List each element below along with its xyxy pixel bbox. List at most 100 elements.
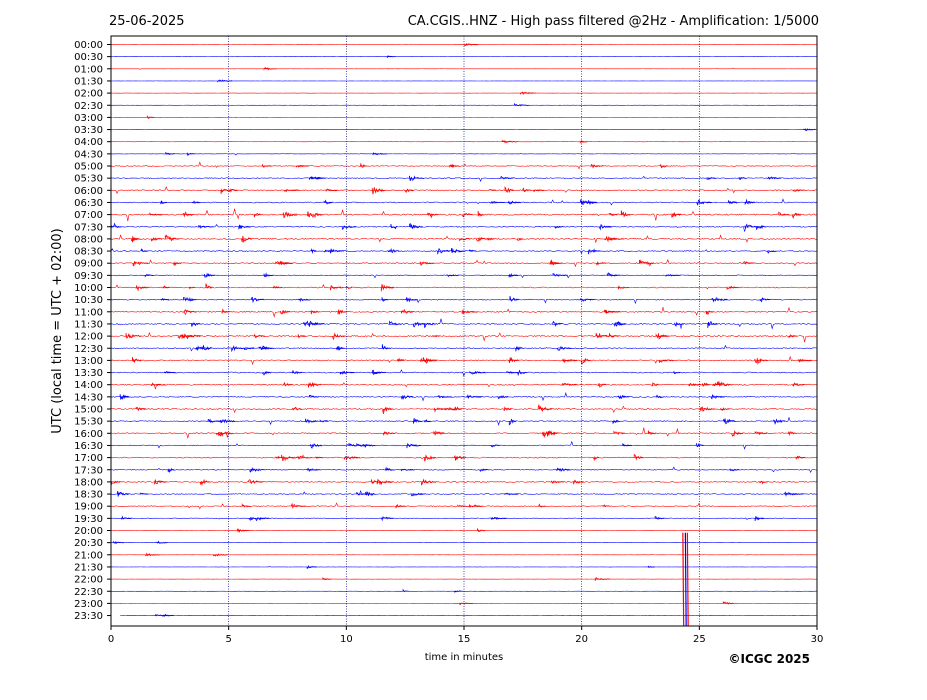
trace-burst	[656, 395, 664, 397]
trace-burst	[307, 469, 320, 471]
trace-burst	[774, 420, 785, 424]
x-tick-label: 30	[811, 634, 824, 645]
y-tick-label: 10:30	[74, 295, 103, 306]
y-tick-label: 04:30	[74, 149, 103, 160]
trace-burst	[189, 287, 195, 288]
trace-burst	[249, 517, 256, 520]
trace-burst	[621, 210, 630, 216]
trace-burst	[464, 44, 478, 46]
y-tick-label: 16:30	[74, 441, 103, 452]
trace-burst	[254, 214, 260, 217]
trace-burst	[311, 311, 319, 314]
x-tick-label: 0	[108, 634, 114, 645]
trace-burst	[381, 284, 394, 291]
trace-burst	[509, 419, 516, 424]
y-tick-label: 12:00	[74, 332, 103, 343]
trace-burst	[407, 444, 421, 448]
trace-burst	[581, 359, 590, 364]
y-tick-label: 05:00	[74, 162, 103, 173]
trace-burst	[157, 541, 168, 543]
trace-burst	[609, 334, 619, 337]
trace-burst	[672, 213, 682, 217]
chart-date: 25-06-2025	[109, 14, 185, 29]
trace-burst	[333, 334, 345, 339]
trace-burst	[598, 383, 606, 387]
trace-burst	[218, 80, 233, 82]
trace-burst	[308, 383, 321, 387]
trace-burst	[256, 518, 269, 521]
y-axis-ticks: 00:0000:3001:0001:3002:0002:3003:0003:30…	[74, 40, 111, 622]
trace-burst	[413, 418, 422, 423]
trace-burst	[478, 211, 484, 216]
trace-burst	[118, 491, 129, 496]
trace-burst	[237, 529, 249, 532]
trace-burst	[306, 419, 319, 423]
trace-burst	[403, 590, 409, 592]
y-tick-label: 03:00	[74, 113, 103, 124]
event-spike	[687, 533, 688, 626]
y-tick-label: 11:30	[74, 319, 103, 330]
trace-burst	[594, 457, 600, 460]
trace-row	[111, 357, 817, 364]
trace-burst	[168, 469, 174, 472]
trace-row	[111, 223, 817, 231]
y-tick-label: 01:30	[74, 76, 103, 87]
trace-burst	[183, 212, 194, 216]
trace-burst	[700, 407, 715, 411]
copyright-label: ©ICGC 2025	[728, 652, 810, 666]
trace-burst	[509, 357, 520, 362]
y-tick-label: 22:00	[74, 575, 103, 586]
trace-burst	[229, 189, 238, 191]
y-tick-label: 07:30	[74, 222, 103, 233]
trace-burst	[789, 493, 804, 495]
trace-burst	[311, 444, 322, 448]
trace-burst	[580, 141, 587, 143]
x-tick-label: 20	[575, 634, 588, 645]
trace-row	[111, 187, 817, 193]
trace-burst	[133, 238, 139, 241]
x-tick-label: 5	[225, 634, 231, 645]
trace-burst	[477, 529, 485, 532]
y-tick-label: 09:30	[74, 271, 103, 282]
trace-burst	[553, 322, 563, 326]
trace-burst	[618, 286, 629, 289]
trace-burst	[187, 153, 195, 156]
y-tick-label: 02:00	[74, 89, 103, 100]
trace-burst	[424, 420, 430, 422]
y-tick-label: 18:00	[74, 477, 103, 488]
y-tick-label: 13:00	[74, 356, 103, 367]
trace-burst	[596, 333, 609, 337]
trace-burst	[451, 248, 465, 253]
trace-burst	[768, 177, 781, 179]
trace-burst	[410, 176, 425, 181]
y-tick-label: 06:00	[74, 186, 103, 197]
trace-burst	[388, 249, 399, 252]
trace-burst	[152, 238, 163, 241]
trace-burst	[161, 201, 167, 204]
y-tick-label: 15:00	[74, 405, 103, 416]
trace-burst	[520, 92, 535, 94]
trace-burst	[591, 164, 604, 167]
y-tick-label: 13:30	[74, 368, 103, 379]
y-tick-label: 04:00	[74, 137, 103, 148]
trace-burst	[760, 298, 770, 302]
y-tick-label: 08:30	[74, 247, 103, 258]
trace-burst	[307, 211, 322, 216]
trace-burst	[422, 480, 437, 485]
trace-burst	[538, 405, 552, 411]
y-tick-label: 00:00	[74, 40, 103, 51]
y-tick-label: 19:30	[74, 514, 103, 525]
y-tick-label: 11:00	[74, 307, 103, 318]
trace-burst	[558, 347, 572, 350]
trace-burst	[391, 224, 397, 228]
y-tick-label: 03:30	[74, 125, 103, 136]
trace-burst	[712, 298, 727, 302]
trace-burst	[263, 372, 271, 375]
event-spike	[685, 533, 686, 626]
trace-burst	[595, 578, 610, 581]
trace-burst	[114, 542, 125, 544]
trace-row	[120, 615, 816, 616]
trace-burst	[555, 226, 564, 228]
